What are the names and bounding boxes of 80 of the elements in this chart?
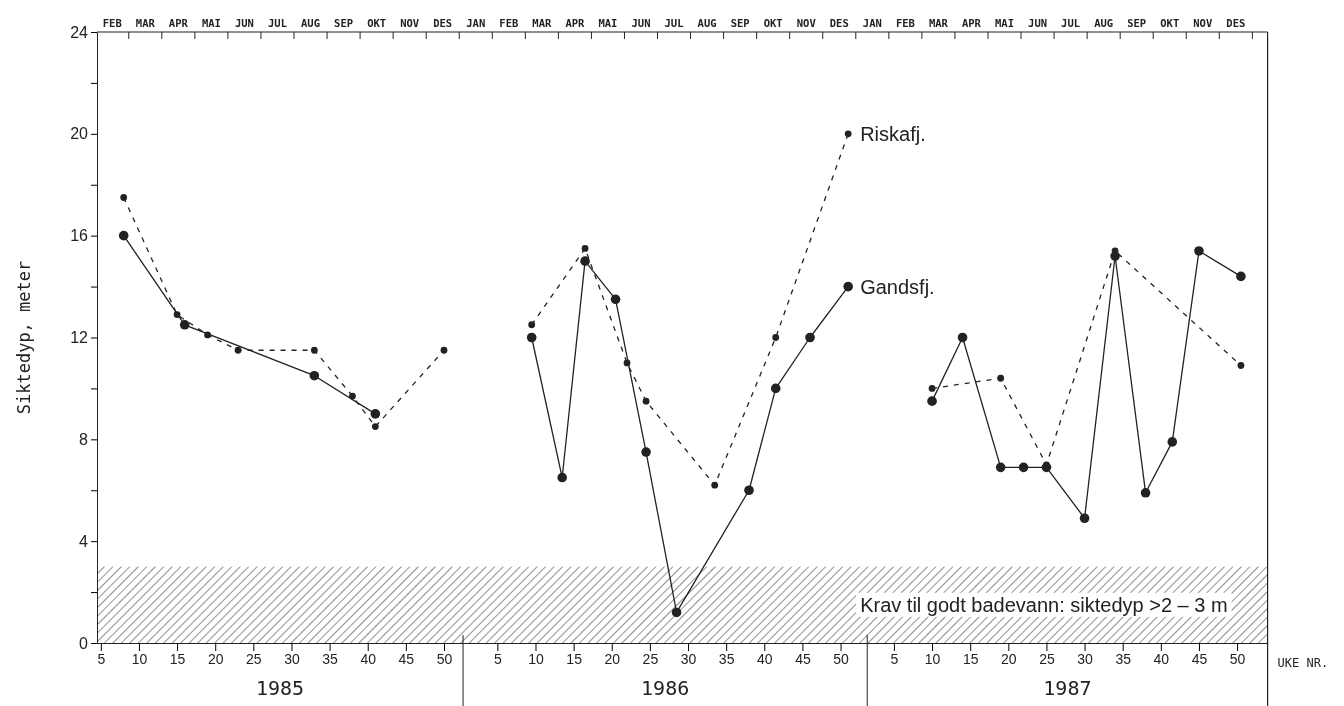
y-tick-label: 24	[70, 23, 89, 41]
x-tick-label: 45	[1191, 650, 1208, 667]
y-tick-label: 0	[79, 634, 89, 652]
text: OKT	[763, 17, 783, 29]
x-tick-label: 30	[284, 650, 300, 667]
x-tick-label: 45	[398, 650, 415, 667]
text: DES	[433, 17, 453, 29]
text: 1985	[255, 676, 305, 700]
text: DES	[829, 17, 849, 29]
x-tick-label: 25	[642, 650, 659, 667]
text: SEP	[334, 17, 354, 29]
y-tick-label: 20	[70, 125, 89, 143]
text: DES	[1226, 17, 1246, 29]
x-tick-label: 40	[360, 650, 377, 667]
y-axis-title: Siktedyp, meter	[14, 260, 34, 415]
series-label: Gandsfj.	[860, 275, 935, 298]
x-tick-label: 20	[604, 650, 621, 667]
text: AUG	[697, 17, 717, 29]
text: MAR	[532, 17, 553, 29]
text: JUL	[1061, 17, 1081, 29]
x-tick-label: 50	[833, 650, 850, 667]
text: FEB	[895, 17, 915, 29]
text: AUG	[301, 17, 321, 29]
text: JUN	[234, 17, 254, 29]
text: JAN	[862, 17, 882, 29]
x-tick-label: 50	[436, 650, 453, 667]
text: NOV	[1193, 17, 1213, 29]
x-tick-label: 40	[1153, 650, 1170, 667]
text: APR	[565, 17, 586, 29]
x-axis-title: UKE NR.	[1277, 656, 1329, 670]
x-tick-label: 45	[795, 650, 811, 667]
text: AUG	[1094, 17, 1114, 29]
x-tick-label: 30	[1077, 650, 1094, 667]
text: JUN	[631, 17, 651, 29]
text: APR	[168, 17, 189, 29]
text: MAR	[135, 17, 156, 29]
x-tick-label: 10	[528, 650, 544, 667]
text: MAR	[928, 17, 949, 29]
text: MAI	[201, 17, 221, 29]
text: NOV	[796, 17, 817, 29]
x-tick-label: 15	[169, 650, 186, 667]
x-tick-label: 20	[207, 650, 224, 667]
x-tick-label: 25	[1039, 650, 1055, 667]
text: JUL	[268, 17, 287, 29]
text: FEB	[102, 17, 122, 29]
text: 1987	[1043, 676, 1092, 700]
x-tick-label: 35	[718, 650, 735, 667]
x-tick-label: 10	[131, 650, 148, 667]
text: JUL	[664, 17, 684, 29]
y-tick-label: 12	[70, 329, 89, 347]
x-tick-label: 15	[962, 650, 979, 667]
x-tick-label: 20	[1001, 650, 1017, 667]
x-tick-label: 40	[756, 650, 773, 667]
text: SEP	[730, 17, 750, 29]
x-tick-label: 5	[890, 650, 899, 667]
text: MAI	[995, 17, 1014, 29]
x-tick-label: 15	[566, 650, 583, 667]
y-tick-label: 8	[79, 430, 89, 448]
text: APR	[961, 17, 982, 29]
text: 1986	[641, 676, 690, 700]
x-tick-label: 5	[493, 650, 502, 667]
x-tick-label: 5	[97, 650, 106, 667]
y-tick-label: 16	[70, 227, 89, 245]
x-tick-label: 25	[246, 650, 262, 667]
y-tick-label: 4	[79, 532, 89, 550]
text: JAN	[466, 17, 486, 29]
text: NOV	[400, 17, 420, 29]
text: OKT	[367, 17, 387, 29]
band-label: Krav til godt badevann: siktedyp >2 – 3 m	[860, 593, 1228, 616]
x-tick-label: 10	[924, 650, 941, 667]
x-tick-label: 30	[680, 650, 697, 667]
text: SEP	[1127, 17, 1147, 29]
text: MAI	[598, 17, 618, 29]
x-tick-label: 50	[1229, 650, 1246, 667]
series-label: Riskafj.	[860, 122, 926, 145]
text: OKT	[1160, 17, 1180, 29]
text: FEB	[499, 17, 519, 29]
text: JUN	[1028, 17, 1048, 29]
x-tick-label: 35	[322, 650, 339, 667]
x-tick-label: 35	[1115, 650, 1132, 667]
